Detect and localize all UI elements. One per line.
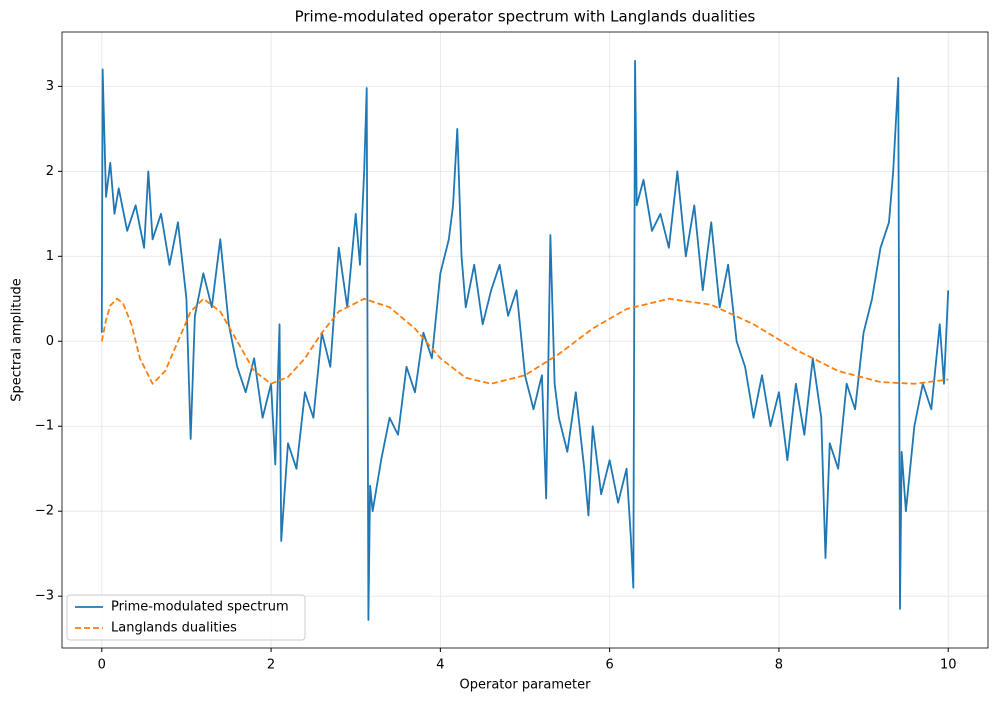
y-tick-label: 3 bbox=[46, 79, 54, 94]
x-axis-label: Operator parameter bbox=[460, 678, 592, 693]
y-axis-label: Spectral amplitude bbox=[10, 278, 25, 402]
chart-title: Prime-modulated operator spectrum with L… bbox=[295, 8, 756, 26]
y-tick-label: 2 bbox=[46, 164, 54, 179]
x-tick-label: 8 bbox=[775, 658, 783, 673]
x-tick-label: 0 bbox=[98, 658, 106, 673]
y-tick-label: −1 bbox=[35, 419, 54, 434]
y-tick-label: 0 bbox=[46, 334, 54, 349]
line-series bbox=[100, 297, 949, 385]
x-tick-label: 4 bbox=[436, 658, 444, 673]
y-tick-label: −3 bbox=[35, 589, 54, 604]
x-tick-label: 10 bbox=[940, 658, 957, 673]
plot-frame bbox=[61, 31, 989, 649]
legend-box bbox=[66, 594, 306, 641]
line-series bbox=[100, 59, 950, 621]
y-tick-label: 1 bbox=[46, 249, 54, 264]
legend-label: Prime-modulated spectrum bbox=[111, 600, 289, 615]
x-tick-label: 6 bbox=[606, 658, 614, 673]
y-tick-label: −2 bbox=[35, 504, 54, 519]
x-tick-label: 2 bbox=[267, 658, 275, 673]
legend-label: Langlands dualities bbox=[111, 621, 237, 636]
